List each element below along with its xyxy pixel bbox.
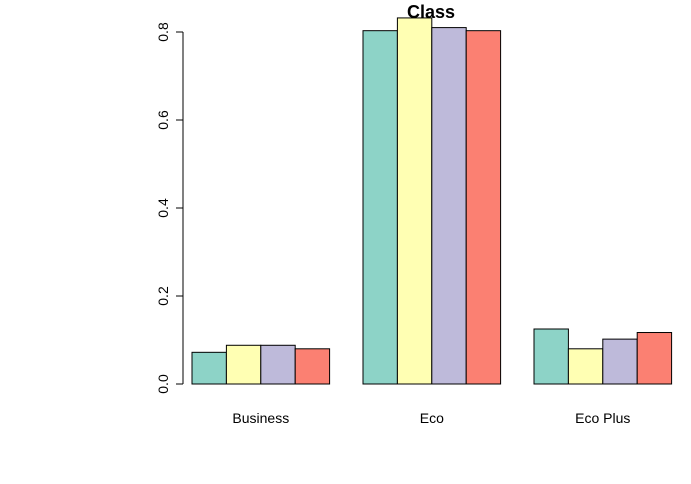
bar-eco-plus-4 xyxy=(636,332,673,385)
bar-eco-plus-1 xyxy=(533,328,569,385)
bar-eco-plus-2 xyxy=(567,348,604,385)
x-category-label: Eco Plus xyxy=(575,410,630,426)
bar-eco-1 xyxy=(362,30,398,385)
y-tick-label: 0.4 xyxy=(155,198,171,218)
bar-eco-2 xyxy=(396,17,433,385)
bar-business-2 xyxy=(225,344,262,385)
bar-eco-3 xyxy=(431,27,467,385)
bar-eco-4 xyxy=(465,30,502,385)
y-tick-label: 0.6 xyxy=(155,110,171,130)
x-category-label: Business xyxy=(232,410,289,426)
bars-group xyxy=(191,17,673,385)
y-tick-label: 0.0 xyxy=(155,374,171,394)
y-tick-label: 0.8 xyxy=(155,22,171,42)
y-tick-label: 0.2 xyxy=(155,286,171,306)
y-axis: 0.0 0.2 0.4 0.6 0.8 xyxy=(155,22,184,394)
bar-business-1 xyxy=(191,351,227,385)
x-axis-labels: Business Eco Eco Plus xyxy=(232,410,630,426)
bar-business-3 xyxy=(260,344,296,385)
bar-business-4 xyxy=(294,348,331,385)
x-category-label: Eco xyxy=(420,410,444,426)
bar-eco-plus-3 xyxy=(602,338,638,385)
chart-title: Class xyxy=(407,2,455,22)
